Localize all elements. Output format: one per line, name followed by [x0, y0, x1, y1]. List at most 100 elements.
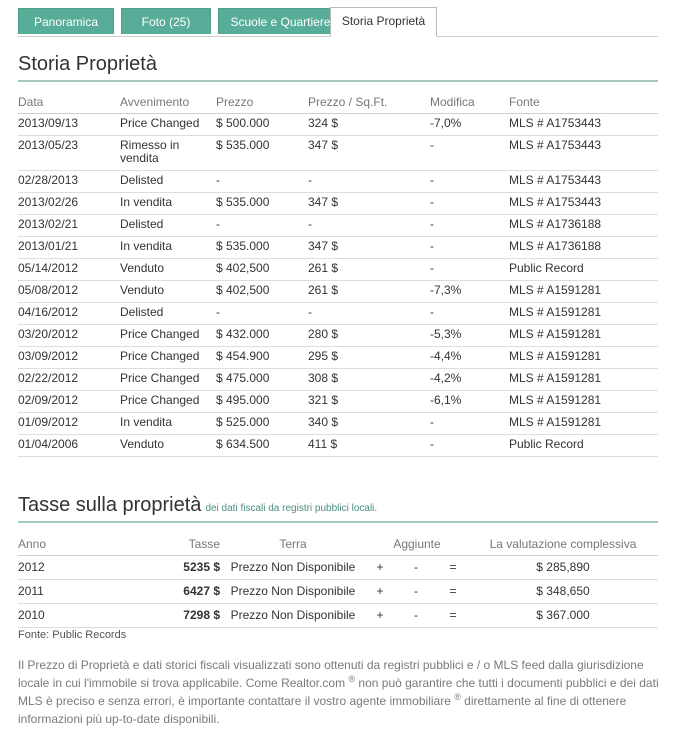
col-valutazione: La valutazione complessiva	[468, 533, 658, 556]
disclaimer-part3: direttamente al fine di ottenere informa…	[18, 694, 627, 726]
cell-source: MLS # A1591281	[509, 346, 658, 369]
history-title-rule	[18, 80, 658, 82]
cell-change: -6,1%	[430, 390, 509, 413]
cell-change: -7,0%	[430, 113, 509, 136]
disclaimer: Il Prezzo di Proprietà e dati storici fi…	[18, 656, 660, 728]
cell-additions: -	[394, 579, 438, 604]
cell-source: MLS # A1736188	[509, 236, 658, 259]
cell-price-sqft: 340 $	[308, 412, 430, 435]
cell-change: -	[430, 302, 509, 325]
cell-change: -5,3%	[430, 324, 509, 347]
cell-price: $ 454.900	[216, 346, 308, 369]
cell-source: MLS # A1591281	[509, 302, 658, 325]
tax-title: Tasse sulla proprietà	[18, 494, 202, 516]
cell-event: Delisted	[120, 214, 216, 237]
cell-plus: +	[366, 579, 394, 604]
tab-foto[interactable]: Foto (25)	[121, 8, 211, 34]
history-row: 2013/05/23 Rimesso in vendita $ 535.000 347…	[18, 135, 658, 171]
cell-price: $ 500.000	[216, 113, 308, 136]
history-table: Data Avvenimento Prezzo Prezzo / Sq.Ft. …	[18, 91, 658, 457]
cell-total: $ 348,650	[468, 579, 658, 604]
cell-price-sqft: 347 $	[308, 236, 430, 259]
cell-date: 04/16/2012	[18, 302, 120, 325]
cell-price-sqft: 280 $	[308, 324, 430, 347]
cell-date: 2013/05/23	[18, 135, 120, 171]
cell-source: MLS # A1753443	[509, 135, 658, 171]
cell-event: Price Changed	[120, 368, 216, 391]
cell-source: MLS # A1591281	[509, 324, 658, 347]
cell-event: Delisted	[120, 302, 216, 325]
cell-land: Prezzo Non Disponibile	[220, 603, 366, 628]
cell-equals: =	[438, 579, 468, 604]
cell-change: -	[430, 214, 509, 237]
cell-price: $ 634.500	[216, 434, 308, 457]
cell-source: MLS # A1591281	[509, 368, 658, 391]
cell-price-sqft: 347 $	[308, 135, 430, 171]
registered-mark: ®	[348, 674, 356, 684]
col-anno: Anno	[18, 533, 138, 556]
history-row: 05/08/2012 Venduto $ 402,500 261 $ -7,3% MLS …	[18, 280, 658, 303]
cell-source: MLS # A1591281	[509, 280, 658, 303]
col-data: Data	[18, 91, 120, 114]
cell-change: -7,3%	[430, 280, 509, 303]
cell-price-sqft: -	[308, 302, 430, 325]
cell-price: -	[216, 170, 308, 193]
history-row: 05/14/2012 Venduto $ 402,500 261 $ - Public R…	[18, 258, 658, 281]
tab-storia-proprieta[interactable]: Storia Proprietà	[330, 7, 437, 37]
registered-mark: ®	[454, 692, 461, 702]
tax-row: 2011 6427 $ Prezzo Non Disponibile + - = $ 348…	[18, 579, 658, 604]
cell-change: -	[430, 192, 509, 215]
cell-tax: 5235 $	[138, 555, 220, 580]
tab-bar: Panoramica Foto (25) Scuole e Quartiere …	[18, 0, 658, 37]
cell-price: $ 535.000	[216, 135, 308, 171]
cell-year: 2012	[18, 555, 138, 580]
cell-event: Price Changed	[120, 324, 216, 347]
cell-date: 2013/02/26	[18, 192, 120, 215]
cell-price-sqft: 261 $	[308, 280, 430, 303]
disclaimer-part2: non può garantire che tutti i documenti …	[18, 676, 659, 708]
cell-change: -	[430, 258, 509, 281]
cell-price: $ 475.000	[216, 368, 308, 391]
cell-price: $ 525.000	[216, 412, 308, 435]
cell-year: 2010	[18, 603, 138, 628]
cell-date: 03/09/2012	[18, 346, 120, 369]
cell-event: Rimesso in vendita	[120, 135, 216, 171]
cell-event: Price Changed	[120, 113, 216, 136]
tax-subtitle: dei dati fiscali da registri pubblici lo…	[205, 503, 378, 514]
cell-date: 01/09/2012	[18, 412, 120, 435]
cell-tax: 6427 $	[138, 579, 220, 604]
history-header-row: Data Avvenimento Prezzo Prezzo / Sq.Ft. …	[18, 91, 658, 114]
cell-date: 01/04/2006	[18, 434, 120, 457]
cell-change: -	[430, 236, 509, 259]
col-prezzo-sqft: Prezzo / Sq.Ft.	[308, 91, 430, 114]
cell-source: MLS # A1591281	[509, 390, 658, 413]
history-row: 2013/09/13 Price Changed $ 500.000 324 $ -7,…	[18, 113, 658, 136]
cell-date: 05/14/2012	[18, 258, 120, 281]
cell-price: $ 495.000	[216, 390, 308, 413]
cell-source: MLS # A1753443	[509, 192, 658, 215]
cell-price-sqft: 261 $	[308, 258, 430, 281]
cell-price: $ 402,500	[216, 280, 308, 303]
cell-price-sqft: -	[308, 170, 430, 193]
cell-source: Public Record	[509, 434, 658, 457]
cell-source: MLS # A1753443	[509, 113, 658, 136]
tab-scuole-quartiere[interactable]: Scuole e Quartiere	[218, 8, 343, 34]
cell-price-sqft: 411 $	[308, 434, 430, 457]
tab-panoramica[interactable]: Panoramica	[18, 8, 114, 34]
cell-change: -	[430, 412, 509, 435]
cell-price: $ 402,500	[216, 258, 308, 281]
cell-price: $ 535.000	[216, 192, 308, 215]
cell-price-sqft: -	[308, 214, 430, 237]
cell-event: In vendita	[120, 192, 216, 215]
cell-change: -4,2%	[430, 368, 509, 391]
cell-event: In vendita	[120, 236, 216, 259]
col-fonte: Fonte	[509, 91, 658, 114]
cell-event: Venduto	[120, 280, 216, 303]
cell-change: -	[430, 135, 509, 171]
col-avvenimento: Avvenimento	[120, 91, 216, 114]
history-row: 04/16/2012 Delisted - - - MLS # A1591281	[18, 302, 658, 325]
cell-date: 02/22/2012	[18, 368, 120, 391]
cell-event: Price Changed	[120, 346, 216, 369]
history-row: 2013/02/21 Delisted - - - MLS # A1736188	[18, 214, 658, 237]
